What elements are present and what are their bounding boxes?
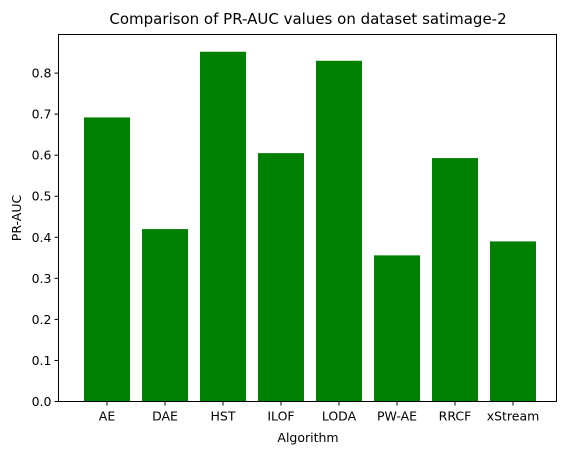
y-tick-label: 0.0 [32, 394, 52, 409]
y-tick-label: 0.3 [32, 271, 52, 286]
y-tick-label: 0.2 [32, 312, 52, 327]
y-axis-label: PR-AUC [9, 195, 24, 242]
x-tick-label: AE [99, 409, 116, 424]
bar-loda [316, 60, 362, 402]
y-tick-label: 0.7 [32, 107, 52, 122]
x-tick-label: LODA [322, 409, 357, 424]
x-tick-label: ILOF [267, 409, 294, 424]
x-axis-ticks: AE DAE HST ILOF LODA PW-AE RRCF xStream [99, 401, 540, 424]
bar-ae [84, 117, 130, 402]
x-tick-label: xStream [487, 409, 540, 424]
x-tick-label: PW-AE [377, 409, 417, 424]
y-axis-ticks: 0.0 0.1 0.2 0.3 0.4 0.5 0.6 0.7 0.8 [32, 66, 59, 409]
bars-group [84, 51, 536, 402]
bar-hst [200, 51, 246, 402]
y-tick-label: 0.6 [32, 148, 52, 163]
bar-ilof [258, 153, 304, 402]
bar-rrcf [432, 158, 478, 402]
bar-pw-ae [374, 255, 420, 402]
x-tick-label: HST [211, 409, 236, 424]
plot-frame [58, 34, 557, 402]
x-axis-label: Algorithm [277, 430, 338, 445]
y-tick-label: 0.8 [32, 66, 52, 81]
bar-xstream [490, 241, 536, 402]
y-tick-label: 0.1 [32, 353, 52, 368]
y-tick-label: 0.4 [32, 230, 52, 245]
chart-title: Comparison of PR-AUC values on dataset s… [109, 10, 506, 28]
x-tick-label: DAE [152, 409, 178, 424]
x-tick-label: RRCF [439, 409, 472, 424]
bar-dae [142, 229, 188, 402]
y-tick-label: 0.5 [32, 189, 52, 204]
